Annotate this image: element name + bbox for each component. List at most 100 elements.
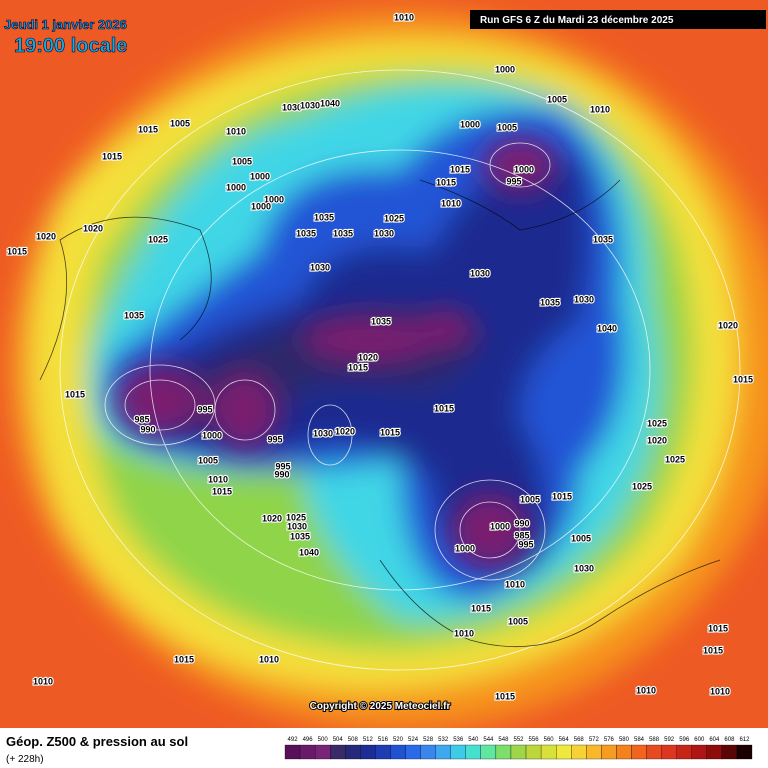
isobar-label: 1015 bbox=[552, 491, 572, 501]
colorbar-swatch bbox=[375, 744, 391, 760]
isobar-label: 1010 bbox=[259, 654, 279, 664]
isobar-label: 1015 bbox=[708, 623, 728, 633]
colorbar-label: 512 bbox=[363, 737, 374, 743]
isobar-label: 1010 bbox=[710, 686, 730, 696]
isobar-label: 1030 bbox=[313, 428, 333, 438]
colorbar-swatch bbox=[284, 744, 301, 760]
colorbar-swatch bbox=[706, 744, 723, 760]
colorbar-label: 528 bbox=[423, 737, 434, 743]
colorbar-label: 536 bbox=[453, 737, 464, 743]
isobar-label: 1035 bbox=[296, 228, 316, 238]
colorbar-label: 564 bbox=[559, 737, 570, 743]
isobar-label: 1015 bbox=[138, 124, 158, 134]
colorbar-label: 568 bbox=[574, 737, 585, 743]
colorbar-label: 548 bbox=[498, 737, 509, 743]
colorbar: 492 496 500 504 508 512 516 520 524 528 532 536 540 5… bbox=[284, 737, 753, 760]
isobar-label: 1010 bbox=[226, 126, 246, 136]
isobar-label: 995 bbox=[197, 404, 212, 414]
isobar-label: 1030 bbox=[574, 563, 594, 573]
isobar-label: 985 bbox=[134, 414, 149, 424]
footer-lead: (+ 228h) bbox=[6, 754, 44, 765]
isobar-label: 1020 bbox=[262, 513, 282, 523]
colorbar-label: 508 bbox=[348, 737, 359, 743]
colorbar-label: 608 bbox=[724, 737, 735, 743]
colorbar-label: 612 bbox=[739, 737, 750, 743]
isobar-label: 1030 bbox=[574, 294, 594, 304]
colorbar-swatch bbox=[736, 744, 753, 760]
colorbar-swatch bbox=[450, 744, 466, 760]
colorbar-swatch bbox=[360, 744, 376, 760]
colorbar-swatch bbox=[420, 744, 436, 760]
colorbar-swatch bbox=[314, 744, 331, 760]
colorbar-label: 524 bbox=[408, 737, 419, 743]
isobar-label: 1035 bbox=[290, 531, 310, 541]
colorbar-label: 496 bbox=[303, 737, 314, 743]
isobar-label: 1000 bbox=[202, 430, 222, 440]
isobar-label: 995 bbox=[506, 176, 521, 186]
isobar-label: 1035 bbox=[371, 316, 391, 326]
isobar-label: 1015 bbox=[102, 151, 122, 161]
isobar-label: 1035 bbox=[314, 212, 334, 222]
colorbar-label: 556 bbox=[529, 737, 540, 743]
colorbar-swatch bbox=[691, 744, 707, 760]
isobar-label: 1015 bbox=[471, 603, 491, 613]
isobar-label: 1015 bbox=[495, 691, 515, 701]
isobar-label: 1035 bbox=[124, 310, 144, 320]
isobar-label: 1015 bbox=[436, 177, 456, 187]
isobar-label: 1030 bbox=[310, 262, 330, 272]
isobar-label: 990 bbox=[274, 469, 289, 479]
isobar-label: 1015 bbox=[348, 362, 368, 372]
colorbar-label: 604 bbox=[709, 737, 720, 743]
colorbar-label: 560 bbox=[544, 737, 555, 743]
colorbar-label: 504 bbox=[333, 737, 344, 743]
isobar-label: 1020 bbox=[36, 231, 56, 241]
isobar-label: 1015 bbox=[7, 246, 27, 256]
colorbar-label: 544 bbox=[483, 737, 494, 743]
isobar-label: 1010 bbox=[505, 579, 525, 589]
isobar-label: 1010 bbox=[454, 628, 474, 638]
isobar-label: 1005 bbox=[547, 94, 567, 104]
run-info: Run GFS 6 Z du Mardi 23 décembre 2025 bbox=[480, 15, 674, 26]
colorbar-swatch bbox=[540, 744, 557, 760]
isobar-label: 1000 bbox=[264, 194, 284, 204]
colorbar-label: 596 bbox=[679, 737, 690, 743]
colorbar-label: 592 bbox=[664, 737, 675, 743]
colorbar-swatch bbox=[525, 744, 542, 760]
forecast-time: 19:00 locale bbox=[14, 35, 127, 57]
colorbar-label: 520 bbox=[393, 737, 404, 743]
geopotential-field bbox=[0, 0, 768, 730]
isobar-label: 1010 bbox=[590, 104, 610, 114]
colorbar-label: 516 bbox=[378, 737, 389, 743]
colorbar-swatch bbox=[646, 744, 662, 760]
isobar-label: 1005 bbox=[198, 455, 218, 465]
forecast-date: Jeudi 1 janvier 2026 bbox=[4, 17, 127, 32]
isobar-label: 1010 bbox=[394, 12, 414, 22]
isobar-label: 1025 bbox=[148, 234, 168, 244]
isobar-label: 1030 bbox=[470, 268, 490, 278]
isobar-label: 1010 bbox=[208, 474, 228, 484]
footer-title: Géop. Z500 & pression au sol bbox=[6, 734, 188, 749]
isobar-label: 1040 bbox=[320, 98, 340, 108]
colorbar-swatch bbox=[601, 744, 617, 760]
colorbar-swatch bbox=[586, 744, 602, 760]
colorbar-label: 540 bbox=[468, 737, 479, 743]
isobar-label: 1000 bbox=[460, 119, 480, 129]
colorbar-swatch bbox=[661, 744, 677, 760]
colorbar-label: 576 bbox=[604, 737, 615, 743]
isobar-label: 1000 bbox=[514, 164, 534, 174]
isobar-label: 1000 bbox=[250, 171, 270, 181]
isobar-label: 1025 bbox=[384, 213, 404, 223]
colorbar-label: 552 bbox=[513, 737, 524, 743]
isobar-label: 1040 bbox=[597, 323, 617, 333]
isobar-label: 1015 bbox=[450, 164, 470, 174]
colorbar-swatch bbox=[435, 744, 451, 760]
colorbar-swatch bbox=[571, 744, 587, 760]
colorbar-label: 600 bbox=[694, 737, 705, 743]
isobar-label: 995 bbox=[275, 461, 290, 471]
isobar-label: 990 bbox=[140, 424, 155, 434]
colorbar-swatch bbox=[556, 744, 572, 760]
isobar-label: 1015 bbox=[703, 645, 723, 655]
colorbar-label: 580 bbox=[619, 737, 630, 743]
isobar-label: 1025 bbox=[286, 512, 306, 522]
isobar-label: 1005 bbox=[571, 533, 591, 543]
